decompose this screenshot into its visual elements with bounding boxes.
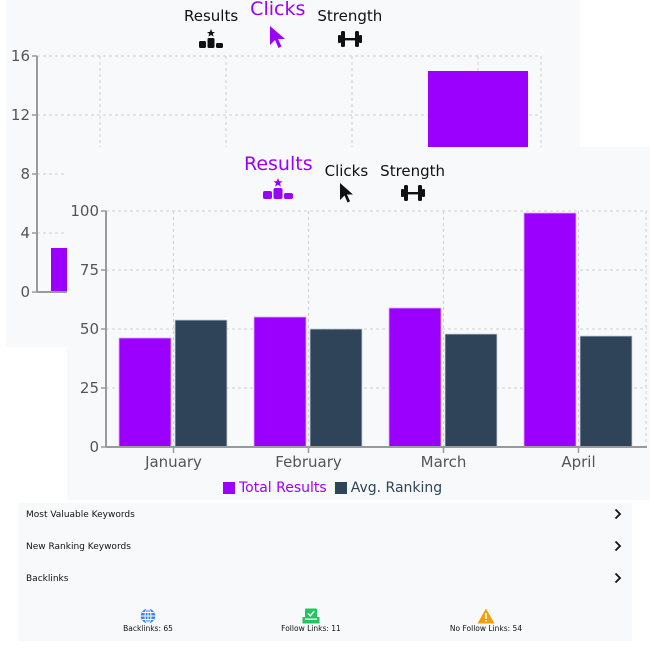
bar-avg-ranking-february bbox=[309, 328, 363, 448]
list-item-new-ranking-keywords[interactable]: New Ranking Keywords bbox=[18, 531, 632, 563]
tab-results[interactable]: Results bbox=[244, 153, 313, 199]
chart-legend: Total Results Avg. Ranking bbox=[223, 480, 450, 496]
tab-label: Results bbox=[184, 7, 239, 25]
bar-total-results-april bbox=[523, 212, 577, 448]
svg-text:25: 25 bbox=[80, 379, 99, 397]
svg-text:12: 12 bbox=[11, 106, 30, 124]
tab-label: Results bbox=[244, 153, 313, 175]
chevron-right-icon bbox=[614, 508, 622, 523]
cursor-icon bbox=[338, 183, 354, 203]
stat-backlinks: Backlinks: 65 bbox=[112, 607, 184, 633]
svg-text:75: 75 bbox=[80, 261, 99, 279]
series-total-results bbox=[118, 212, 577, 448]
tab-strength[interactable]: Strength bbox=[380, 157, 445, 203]
bar-total-results-february bbox=[253, 316, 307, 448]
svg-text:100: 100 bbox=[70, 202, 99, 220]
tab-strength[interactable]: Strength bbox=[317, 2, 382, 49]
results-chart-panel: Results Clicks Strength bbox=[67, 147, 650, 500]
stat-follow-links: Follow Links: 11 bbox=[271, 607, 351, 633]
tab-label: Clicks bbox=[324, 162, 369, 180]
tab-label: Clicks bbox=[250, 0, 306, 20]
stat-no-follow-links: No Follow Links: 54 bbox=[441, 607, 531, 633]
globe-icon bbox=[140, 607, 156, 624]
warning-icon bbox=[477, 607, 495, 624]
svg-text:8: 8 bbox=[20, 165, 30, 183]
tab-results[interactable]: Results bbox=[184, 2, 238, 49]
bar-avg-ranking-january bbox=[174, 319, 228, 448]
list-item-backlinks[interactable]: Backlinks bbox=[18, 563, 632, 595]
dumbbell-icon bbox=[400, 183, 426, 203]
bar-avg-ranking-april bbox=[579, 335, 633, 448]
seo-summary-panel: Most Valuable Keywords New Ranking Keywo… bbox=[18, 503, 632, 641]
list-item-most-valuable-keywords[interactable]: Most Valuable Keywords bbox=[18, 499, 632, 531]
podium-icon bbox=[262, 178, 294, 199]
svg-text:16: 16 bbox=[11, 47, 30, 65]
podium-icon bbox=[198, 29, 224, 49]
legend-total-results[interactable]: Total Results bbox=[223, 480, 327, 496]
results-bar-chart: 0 25 50 75 100 January February March Ap… bbox=[70, 202, 647, 471]
bar-avg-ranking-march bbox=[444, 333, 498, 448]
tab-label: Strength bbox=[317, 7, 383, 25]
svg-text:50: 50 bbox=[80, 320, 99, 338]
chevron-right-icon bbox=[614, 540, 622, 555]
svg-text:4: 4 bbox=[20, 224, 30, 242]
legend-swatch bbox=[223, 482, 235, 494]
back-chart-tabs: Results Clicks Strength bbox=[178, 0, 388, 49]
tab-label: Strength bbox=[380, 162, 446, 180]
tab-clicks[interactable]: Clicks bbox=[250, 0, 306, 48]
front-chart-tabs: Results Clicks Strength bbox=[238, 153, 451, 203]
bar-total-results-march bbox=[388, 307, 442, 448]
x-label-january: January bbox=[144, 453, 202, 471]
series-avg-ranking bbox=[174, 319, 633, 448]
dumbbell-icon bbox=[337, 29, 363, 49]
cursor-icon bbox=[268, 26, 288, 48]
tab-clicks[interactable]: Clicks bbox=[324, 157, 369, 203]
check-inbox-icon bbox=[302, 607, 320, 624]
svg-text:0: 0 bbox=[89, 438, 99, 456]
x-label-april: April bbox=[561, 453, 595, 471]
svg-text:0: 0 bbox=[20, 283, 30, 301]
legend-avg-ranking[interactable]: Avg. Ranking bbox=[334, 480, 442, 496]
x-label-february: February bbox=[275, 453, 342, 471]
chevron-right-icon bbox=[614, 572, 622, 587]
legend-swatch bbox=[334, 482, 347, 494]
bar-total-results-january bbox=[118, 337, 172, 448]
backlink-stats: Backlinks: 65 Follow Links: 11 No Foll bbox=[18, 607, 632, 641]
x-label-march: March bbox=[421, 453, 467, 471]
